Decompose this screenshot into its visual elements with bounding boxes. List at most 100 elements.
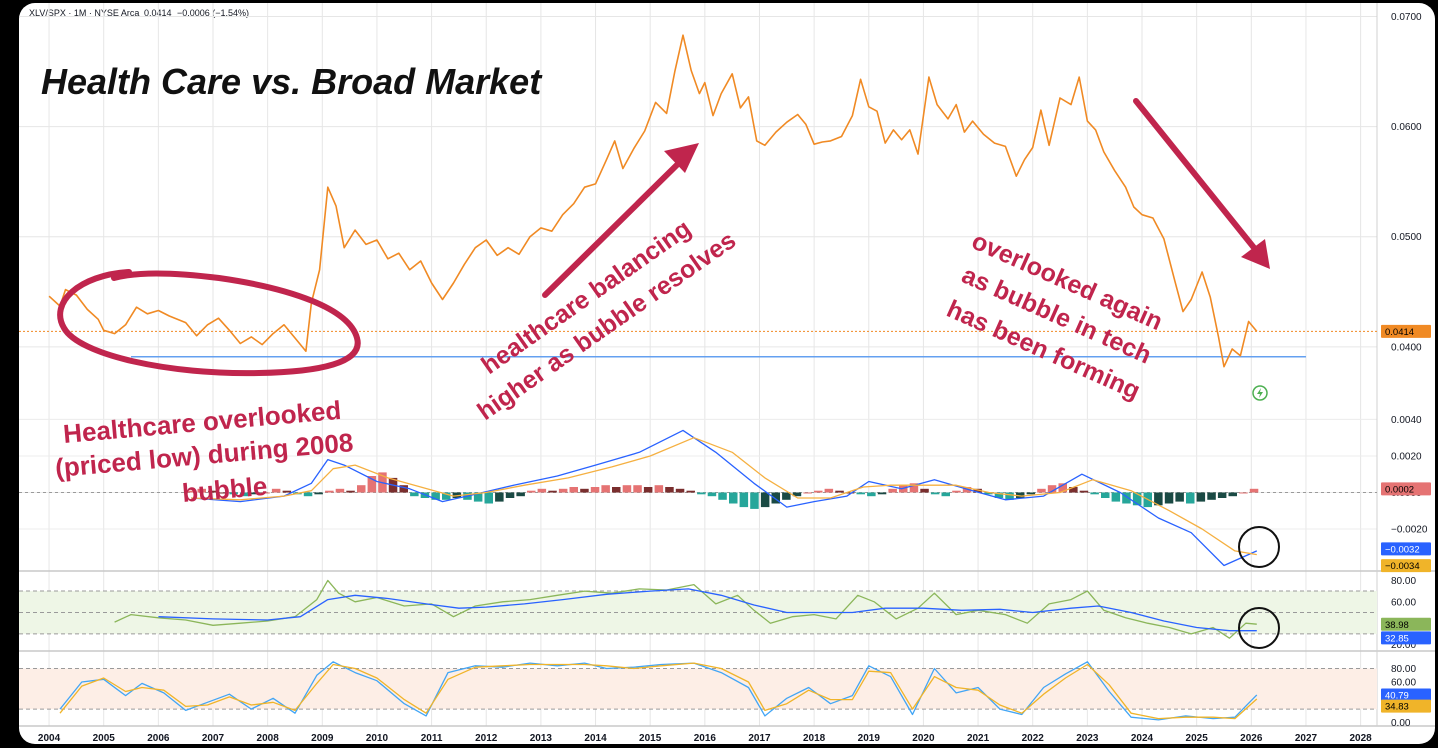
macd-histogram-bar	[760, 492, 770, 508]
x-tick-label: 2025	[1186, 733, 1209, 744]
macd-histogram-bar	[665, 487, 674, 493]
last-price-badge: 0.0414	[1381, 324, 1431, 338]
x-tick-label: 2028	[1349, 733, 1372, 744]
price-axis[interactable]: 2004 2005 2006 2007 2008 2009 2010 2011 2012 2013…	[38, 12, 1431, 744]
x-tick-label: 2019	[858, 733, 881, 744]
macd-histogram-bar	[973, 488, 982, 493]
macd-histogram-bar	[325, 490, 334, 493]
last-price: 0.0414	[144, 8, 172, 18]
x-tick-label: 2007	[202, 733, 225, 744]
macd-histogram-bar	[643, 487, 653, 493]
chart-canvas[interactable]: XLV/SPX · 1M · NYSE Arca 0.0414 −0.0006 …	[19, 3, 1435, 744]
x-tick-label: 2012	[475, 733, 498, 744]
lightning-icon	[1252, 385, 1268, 401]
macd-histogram-bar	[527, 490, 536, 493]
macd-histogram-bar	[622, 485, 632, 493]
stoch-d-badge: 34.83	[1381, 699, 1431, 713]
macd-histogram-bar	[729, 492, 738, 504]
macd-badge: −0.0032	[1381, 542, 1431, 556]
macd-histogram-bar	[930, 492, 940, 495]
macd-histogram-bar	[994, 492, 1004, 498]
down-arrow-icon	[1133, 98, 1270, 269]
highlight-ellipse	[57, 269, 361, 377]
macd-histogram-bar	[814, 490, 823, 493]
macd-histogram-bar	[484, 492, 493, 504]
macd-histogram-bar	[718, 492, 727, 500]
macd-histogram-bar	[548, 490, 557, 493]
macd-histogram-bar	[1090, 492, 1099, 495]
macd-histogram-bar	[1207, 492, 1216, 500]
x-tick-label: 2023	[1076, 733, 1099, 744]
macd-tick-label: 0.0020	[1391, 451, 1422, 462]
macd-histogram-bar	[1122, 492, 1131, 504]
macd-histogram-bar	[845, 492, 855, 494]
macd-signal-line	[191, 437, 1257, 556]
macd-histogram-bar	[335, 488, 345, 493]
macd-histogram-bar	[495, 492, 504, 502]
macd-hist-badge-bg	[1381, 482, 1431, 496]
stoch-tick-label: 80.00	[1391, 664, 1416, 675]
x-tick-label: 2008	[257, 733, 280, 744]
macd-histogram-bar	[835, 490, 844, 493]
signal-badge: −0.0034	[1381, 559, 1431, 573]
macd-histogram-bar	[1175, 492, 1184, 502]
macd-histogram-bar	[569, 487, 578, 493]
rsi-ma-badge-bg	[1381, 631, 1431, 645]
macd-histogram-bar	[824, 488, 834, 493]
x-tick-label: 2021	[967, 733, 990, 744]
price-tick-label: 0.0600	[1391, 122, 1422, 133]
macd-histogram-bar	[867, 492, 876, 497]
macd-histogram-bar	[941, 492, 950, 497]
macd-histogram-bar	[357, 485, 366, 493]
macd-badge-text: −0.0032	[1385, 544, 1420, 555]
x-tick-label: 2004	[38, 733, 61, 744]
macd-histogram-bar	[580, 488, 589, 493]
signal-badge-bg	[1381, 559, 1431, 573]
macd-histogram-bar	[410, 492, 419, 497]
macd-histogram-bar	[218, 492, 228, 494]
stoch-k-badge-bg	[1381, 688, 1431, 702]
x-tick-label: 2014	[584, 733, 607, 744]
x-tick-label: 2022	[1022, 733, 1045, 744]
macd-histogram-bar	[675, 488, 685, 493]
symbol-label[interactable]: XLV/SPX · 1M · NYSE Arca	[29, 8, 139, 18]
macd-hist-badge: 0.0002	[1381, 482, 1431, 496]
macd-histogram-bar	[367, 476, 377, 493]
x-tick-label: 2024	[1131, 733, 1154, 744]
annotation-middle: healthcare balancing higher as bubble re…	[472, 214, 741, 426]
x-tick-label: 2013	[530, 733, 553, 744]
x-tick-label: 2020	[912, 733, 935, 744]
macd-histogram-bar	[505, 492, 515, 498]
rsi-tick-label: 20.00	[1391, 640, 1416, 651]
macd-histogram-bar	[1037, 488, 1046, 493]
macd-histogram-bar	[1154, 492, 1163, 506]
macd-histogram-bar	[1069, 487, 1078, 493]
macd-histogram-bar	[442, 492, 451, 500]
stoch-d-badge-text: 34.83	[1385, 702, 1409, 713]
chart-title: Health Care vs. Broad Market	[41, 61, 543, 102]
macd-histogram-bar	[601, 485, 610, 493]
macd-histogram-bar	[1217, 492, 1227, 498]
rsi-line	[114, 579, 1257, 639]
up-arrow-icon	[542, 143, 699, 298]
signal-badge-text: −0.0034	[1385, 561, 1420, 572]
rsi-badge-text: 38.98	[1385, 620, 1409, 631]
macd-histogram-bar	[888, 488, 897, 493]
macd-histogram-bar	[750, 492, 759, 509]
stoch-tick-label: 60.00	[1391, 678, 1416, 689]
chart-card: XLV/SPX · 1M · NYSE Arca 0.0414 −0.0006 …	[19, 3, 1435, 744]
macd-histogram-bar	[240, 492, 249, 497]
last-price-badge-text: 0.0414	[1385, 327, 1414, 338]
macd-badge-bg	[1381, 542, 1431, 556]
macd-histogram-bar	[686, 490, 695, 493]
macd-histogram-bar	[261, 492, 270, 494]
macd-histogram-bar	[856, 492, 865, 495]
macd-histogram-bar	[1132, 492, 1142, 506]
stoch-k-badge-text: 40.79	[1385, 691, 1409, 702]
macd-histogram-bar	[707, 492, 717, 497]
macd-histogram-bar	[1164, 492, 1174, 504]
macd-histogram-bar	[1101, 492, 1110, 498]
macd-histogram-bar	[1005, 492, 1014, 500]
x-tick-label: 2018	[803, 733, 826, 744]
x-tick-label: 2015	[639, 733, 662, 744]
